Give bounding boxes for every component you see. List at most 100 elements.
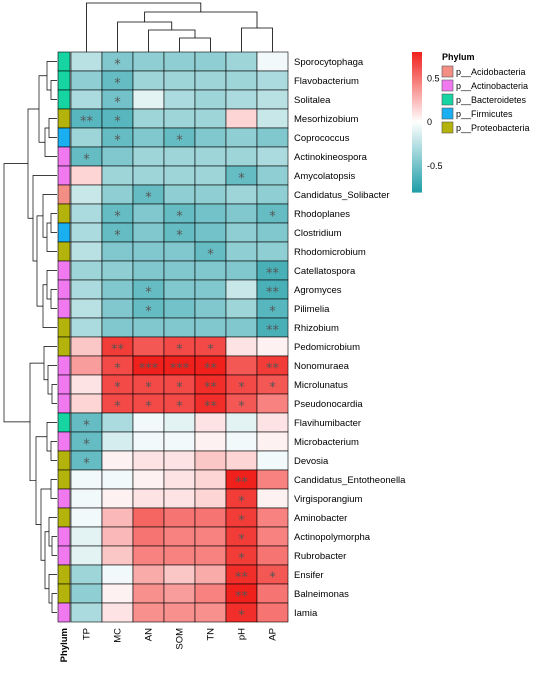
sig-rhodomicrobium-tn: * (207, 248, 214, 263)
phylum-cell-candidatus-entotheonella (57, 469, 71, 490)
sig-microlunatus-som: * (176, 381, 183, 396)
column-label-an: AN (144, 628, 155, 641)
cell-amycolatopsis-mc (101, 165, 134, 186)
column-dendrogram-branch (117, 21, 173, 52)
cell-flavobacterium-an (132, 70, 165, 91)
cell-devosia-ap (256, 450, 289, 471)
legend-swatch-p-acidobacteria (441, 65, 454, 78)
cell-balneimonas-tp (70, 583, 103, 604)
colorbar-segment (412, 172, 422, 175)
row-label-aminobacter: Aminobacter (294, 513, 347, 524)
row-label-microbacterium: Microbacterium (294, 437, 359, 448)
cell-pedomicrobium-tp (70, 336, 103, 357)
sig-rubrobacter-ph: * (238, 552, 245, 567)
row-dendrogram-branch (40, 488, 51, 561)
cell-mesorhizobium-tn (194, 108, 227, 129)
cell-clostridium-tn (194, 222, 227, 243)
cell-catellatospora-som (163, 260, 196, 281)
cell-candidatus-entotheonella-tn (194, 469, 227, 490)
cell-rhodoplanes-an (132, 203, 165, 224)
colorbar-segment (412, 118, 422, 121)
cell-microbacterium-mc (101, 431, 134, 452)
colorbar-segment (412, 114, 422, 117)
legend-title: Phylum (442, 52, 475, 62)
phylum-cell-sporocytophaga (57, 51, 71, 72)
cell-flavobacterium-ap (256, 70, 289, 91)
sig-mesorhizobium-mc: * (114, 115, 121, 130)
cell-aminobacter-tn (194, 507, 227, 528)
row-label-microlunatus: Microlunatus (294, 380, 348, 391)
sig-actinokineospora-tp: * (83, 153, 90, 168)
cell-catellatospora-an (132, 260, 165, 281)
row-dendrogram-branch (50, 479, 57, 499)
cell-candidatus-solibacter-ph (225, 184, 258, 205)
sig-nonomuraea-an: *** (139, 362, 159, 377)
cell-balneimonas-tn (194, 583, 227, 604)
row-label-catellatospora: Catellatospora (294, 266, 356, 277)
cell-rhodomicrobium-ph (225, 241, 258, 262)
row-dendrogram-branch (46, 61, 57, 91)
cell-balneimonas-som (163, 583, 196, 604)
sig-microbacterium-tp: * (83, 438, 90, 453)
colorbar-segment (412, 126, 422, 129)
sig-virgisporangium-ph: * (238, 495, 245, 510)
sig-agromyces-an: * (145, 286, 152, 301)
sig-microlunatus-an: * (145, 381, 152, 396)
sig-coprococcus-mc: * (114, 134, 121, 149)
sig-pseudonocardia-an: * (145, 400, 152, 415)
row-label-agromyces: Agromyces (294, 285, 342, 296)
cell-pseudonocardia-ap (256, 393, 289, 414)
colorbar-tick-0-5: -0.5 (427, 161, 443, 171)
cell-flavihumibacter-ap (256, 412, 289, 433)
cell-rubrobacter-an (132, 545, 165, 566)
legend-swatch-p-actinobacteria (441, 79, 454, 92)
row-label-pilimelia: Pilimelia (294, 304, 330, 315)
cell-actinopolymorpha-tp (70, 526, 103, 547)
cell-amycolatopsis-an (132, 165, 165, 186)
cell-solitalea-ap (256, 89, 289, 110)
cell-nonomuraea-tp (70, 355, 103, 376)
cell-pilimelia-mc (101, 298, 134, 319)
phylum-cell-flavobacterium (57, 70, 71, 91)
colorbar-segment (412, 88, 422, 91)
cell-solitalea-som (163, 89, 196, 110)
cell-flavihumibacter-ph (225, 412, 258, 433)
cell-candidatus-entotheonella-ap (256, 469, 289, 490)
phylum-cell-microlunatus (57, 374, 71, 395)
cell-microlunatus-tp (70, 374, 103, 395)
row-label-ensifer: Ensifer (294, 570, 324, 581)
sig-pseudonocardia-tn: ** (204, 400, 218, 415)
cell-ensifer-tp (70, 564, 103, 585)
row-dendrogram-branch (46, 422, 57, 452)
sig-candidatus-entotheonella-ph: ** (235, 476, 249, 491)
phylum-annotation-track (57, 51, 71, 623)
cell-flavihumibacter-an (132, 412, 165, 433)
colorbar-segment (412, 84, 422, 87)
sig-pseudonocardia-som: * (176, 400, 183, 415)
colorbar-segment (412, 174, 422, 177)
colorbar: 0.5 0 -0.5 (412, 52, 443, 193)
cell-rhizobium-tp (70, 317, 103, 338)
cell-pilimelia-ph (225, 298, 258, 319)
cell-iamia-tp (70, 602, 103, 623)
colorbar-segment (412, 54, 422, 57)
column-dendrogram-branch (144, 11, 258, 28)
sig-pseudonocardia-mc: * (114, 400, 121, 415)
row-dendrogram-branch (44, 531, 49, 590)
cell-amycolatopsis-tn (194, 165, 227, 186)
colorbar-segment (412, 94, 422, 97)
cell-agromyces-tn (194, 279, 227, 300)
phylum-cell-balneimonas (57, 583, 71, 604)
cell-devosia-an (132, 450, 165, 471)
cell-rhizobium-an (132, 317, 165, 338)
cell-ensifer-an (132, 564, 165, 585)
column-label-som: SOM (175, 628, 186, 650)
cell-sporocytophaga-tn (194, 51, 227, 72)
phylum-cell-actinokineospora (57, 146, 71, 167)
cell-actinokineospora-ph (225, 146, 258, 167)
row-label-mesorhizobium: Mesorhizobium (294, 114, 358, 125)
colorbar-segment (412, 182, 422, 185)
row-dendrogram-branch (43, 346, 57, 381)
column-dendrogram-branch (86, 2, 202, 52)
